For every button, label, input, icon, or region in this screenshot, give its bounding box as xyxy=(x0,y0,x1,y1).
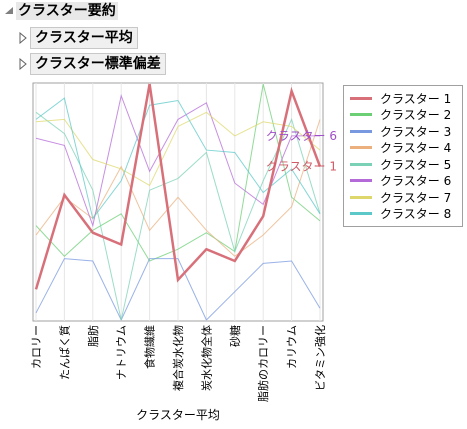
cluster-stddev-section[interactable]: クラスター標準偏差 xyxy=(16,53,166,75)
x-axis-label: クラスター平均 xyxy=(136,408,220,422)
legend-swatch xyxy=(350,113,372,116)
parallel-coordinates-chart: クラスター 6 クラスター 1 カロリー たんぱく質 脂肪 ナトリウム 食物繊維 複合炭水化物… xyxy=(30,82,337,422)
cluster-summary-header[interactable]: クラスター要約 xyxy=(2,2,118,20)
chart-legend: クラスター 1 クラスター 2 クラスター 3 クラスター 4 クラスター 5 クラスター… xyxy=(343,85,463,227)
cluster-summary-title: クラスター要約 xyxy=(16,2,118,20)
legend-swatch xyxy=(350,129,372,133)
legend-item[interactable]: クラスター 2 xyxy=(350,107,451,123)
x-tick-label: カロリー xyxy=(30,325,43,369)
legend-label: クラスター 5 xyxy=(380,157,452,172)
cluster-means-section[interactable]: クラスター平均 xyxy=(16,27,138,49)
legend-label: クラスター 1 xyxy=(380,91,452,106)
legend-label: クラスター 4 xyxy=(380,141,452,155)
expand-triangle-icon[interactable] xyxy=(16,31,30,45)
x-tick-label: 砂糖 xyxy=(228,325,242,347)
legend-item[interactable]: クラスター 3 xyxy=(350,123,451,139)
legend-swatch xyxy=(350,179,372,182)
series-line-cluster-5 xyxy=(35,111,321,321)
expand-triangle-icon[interactable] xyxy=(16,57,30,71)
x-tick-label: 複合炭水化物 xyxy=(171,325,185,391)
legend-item[interactable]: クラスター 5 xyxy=(350,156,451,172)
legend-label: クラスター 7 xyxy=(380,190,452,205)
x-tick-label: 炭水化物全体 xyxy=(199,325,213,391)
legend-item[interactable]: クラスター 6 xyxy=(350,173,451,189)
x-tick-label: ナトリウム xyxy=(115,325,128,380)
legend-swatch xyxy=(350,162,372,166)
x-tick-label: ビタミン強化 xyxy=(313,325,327,391)
series-line-cluster-3 xyxy=(35,258,321,322)
x-tick-label: 食物繊維 xyxy=(143,325,157,369)
collapse-triangle-icon[interactable] xyxy=(2,4,16,18)
cluster-stddev-title: クラスター標準偏差 xyxy=(30,53,166,75)
cluster-means-title: クラスター平均 xyxy=(30,27,138,49)
series-line-cluster-1 xyxy=(34,83,322,290)
legend-item[interactable]: クラスター 7 xyxy=(350,189,451,205)
legend-swatch xyxy=(350,96,372,100)
series-line-cluster-7 xyxy=(35,111,321,187)
x-tick-label: 脂肪 xyxy=(86,325,100,347)
legend-label: クラスター 8 xyxy=(380,207,452,221)
x-tick-label: 脂肪のカロリー xyxy=(256,325,270,402)
legend-label: クラスター 2 xyxy=(380,108,452,122)
series-line-cluster-2 xyxy=(35,83,321,262)
legend-item[interactable]: クラスター 8 xyxy=(350,206,451,222)
legend-label: クラスター 6 xyxy=(380,174,452,188)
legend-label: クラスター 3 xyxy=(380,124,452,139)
legend-swatch xyxy=(350,195,372,199)
legend-swatch xyxy=(350,146,372,149)
x-tick-label: カリウム xyxy=(286,325,299,369)
series-line-cluster-8 xyxy=(35,97,321,220)
series-annotation: クラスター 6 xyxy=(266,129,337,143)
legend-item[interactable]: クラスター 1 xyxy=(350,90,451,106)
series-line-cluster-6 xyxy=(35,94,320,228)
series-annotation: クラスター 1 xyxy=(266,160,337,174)
series-line-cluster-4 xyxy=(35,119,321,257)
legend-item[interactable]: クラスター 4 xyxy=(350,140,451,156)
legend-swatch xyxy=(350,212,372,215)
x-tick-label: たんぱく質 xyxy=(57,325,71,380)
